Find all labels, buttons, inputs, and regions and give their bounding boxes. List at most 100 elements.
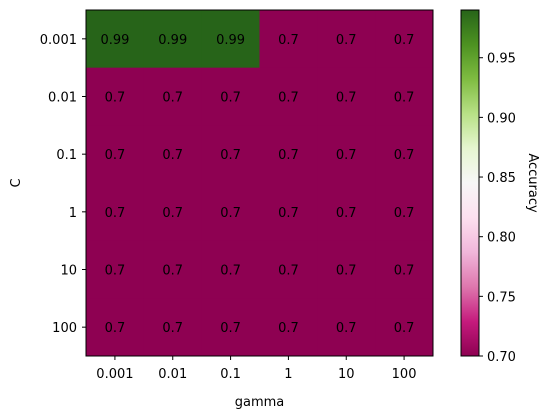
heatmap-cell (375, 67, 434, 126)
heatmap-cell (317, 67, 376, 126)
cell-value-label: 0.7 (162, 148, 183, 163)
cell-value-label: 0.7 (394, 33, 415, 48)
heatmap-cell (143, 298, 203, 357)
cell-value-label: 0.7 (105, 148, 126, 163)
cell-value-label: 0.99 (100, 33, 129, 48)
x-tick-label: 0.001 (96, 367, 133, 382)
colorbar-tick-label: 0.80 (487, 231, 516, 246)
heatmap-cell (317, 240, 376, 299)
heatmap-cell (259, 183, 318, 242)
heatmap-cell (201, 125, 260, 184)
y-tick-label: 1 (69, 206, 77, 221)
heatmap-cell (86, 240, 145, 299)
y-tick-label: 0.01 (48, 91, 77, 106)
y-axis-label: C (9, 178, 24, 187)
heatmap-cell (86, 298, 145, 357)
cell-value-label: 0.7 (336, 91, 357, 106)
cell-value-label: 0.7 (336, 33, 357, 48)
heatmap-cell (201, 10, 260, 69)
cell-value-label: 0.7 (278, 206, 299, 221)
colorbar (460, 9, 480, 357)
cell-value-label: 0.7 (336, 148, 357, 163)
cell-value-label: 0.7 (278, 264, 299, 279)
heatmap-cell (86, 10, 145, 69)
y-tick-label: 0.001 (40, 33, 77, 48)
cell-value-label: 0.7 (105, 91, 126, 106)
cell-value-label: 0.7 (162, 321, 183, 336)
heatmap-cell (201, 240, 260, 299)
heatmap-cell (201, 183, 260, 242)
colorbar-ticks: 0.70 0.75 0.80 0.85 0.90 0.95 (479, 52, 516, 365)
cell-labels: 0.99 0.99 0.99 0.7 0.7 0.7 0.7 0.7 0.7 0.7 0.7 0.7 0… (100, 33, 414, 336)
heatmap-cell (317, 183, 376, 242)
x-tick-label: 0.01 (158, 367, 187, 382)
colorbar-tick-label: 0.75 (487, 290, 516, 305)
cell-value-label: 0.7 (336, 206, 357, 221)
heatmap-cell (86, 183, 145, 242)
y-axis: 0.001 0.01 0.1 1 10 100 (40, 33, 86, 336)
colorbar-tick-label: 0.70 (487, 350, 516, 365)
cell-value-label: 0.7 (278, 33, 299, 48)
heatmap-cell (259, 67, 318, 126)
heatmap-cell (317, 125, 376, 184)
cell-value-label: 0.99 (216, 33, 245, 48)
heatmap-cell (259, 240, 318, 299)
heatmap-cell (86, 67, 145, 126)
cell-value-label: 0.7 (220, 206, 241, 221)
heatmap-cell (375, 10, 434, 69)
cell-value-label: 0.99 (158, 33, 187, 48)
cell-value-label: 0.7 (162, 206, 183, 221)
cell-value-label: 0.7 (105, 321, 126, 336)
x-tick-label: 10 (338, 367, 355, 382)
cell-value-label: 0.7 (278, 148, 299, 163)
colorbar-tick-label: 0.85 (487, 171, 516, 186)
plot-frame (85, 9, 434, 357)
cell-value-label: 0.7 (394, 148, 415, 163)
colorbar-tick-label: 0.90 (487, 111, 516, 126)
colorbar-tick-label: 0.95 (487, 52, 516, 67)
cell-value-label: 0.7 (278, 321, 299, 336)
heatmap-cell (143, 240, 203, 299)
cell-value-label: 0.7 (220, 321, 241, 336)
cell-value-label: 0.7 (220, 148, 241, 163)
heatmap-cell (375, 298, 434, 357)
cell-value-label: 0.7 (220, 91, 241, 106)
cell-value-label: 0.7 (394, 91, 415, 106)
heatmap-cell (375, 125, 434, 184)
heatmap-cell (259, 298, 318, 357)
heatmap-cell (201, 298, 260, 357)
heatmap-cell (143, 10, 203, 69)
heatmap-cell (259, 10, 318, 69)
cell-value-label: 0.7 (105, 264, 126, 279)
heatmap-cell (259, 125, 318, 184)
heatmap-cell (143, 67, 203, 126)
heatmap-cell (375, 183, 434, 242)
heatmap-cell (143, 125, 203, 184)
heatmap-cells (86, 10, 434, 357)
cell-value-label: 0.7 (394, 264, 415, 279)
heatmap-cell (317, 10, 376, 69)
y-tick-label: 100 (52, 321, 77, 336)
heatmap-cell (375, 240, 434, 299)
heatmap-cell (201, 67, 260, 126)
cell-value-label: 0.7 (394, 321, 415, 336)
cell-value-label: 0.7 (162, 264, 183, 279)
x-axis: 0.001 0.01 0.1 1 10 100 (96, 356, 416, 382)
y-tick-label: 10 (60, 264, 77, 279)
heatmap-cell (143, 183, 203, 242)
x-tick-label: 0.1 (220, 367, 241, 382)
cell-value-label: 0.7 (336, 264, 357, 279)
x-tick-label: 100 (392, 367, 417, 382)
x-tick-label: 1 (284, 367, 292, 382)
cell-value-label: 0.7 (220, 264, 241, 279)
y-tick-label: 0.1 (56, 148, 77, 163)
heatmap-cell (317, 298, 376, 357)
x-axis-label: gamma (235, 395, 285, 410)
cell-value-label: 0.7 (394, 206, 415, 221)
cell-value-label: 0.7 (336, 321, 357, 336)
colorbar-label: Accuracy (525, 153, 540, 213)
heatmap-cell (86, 125, 145, 184)
cell-value-label: 0.7 (162, 91, 183, 106)
cell-value-label: 0.7 (105, 206, 126, 221)
